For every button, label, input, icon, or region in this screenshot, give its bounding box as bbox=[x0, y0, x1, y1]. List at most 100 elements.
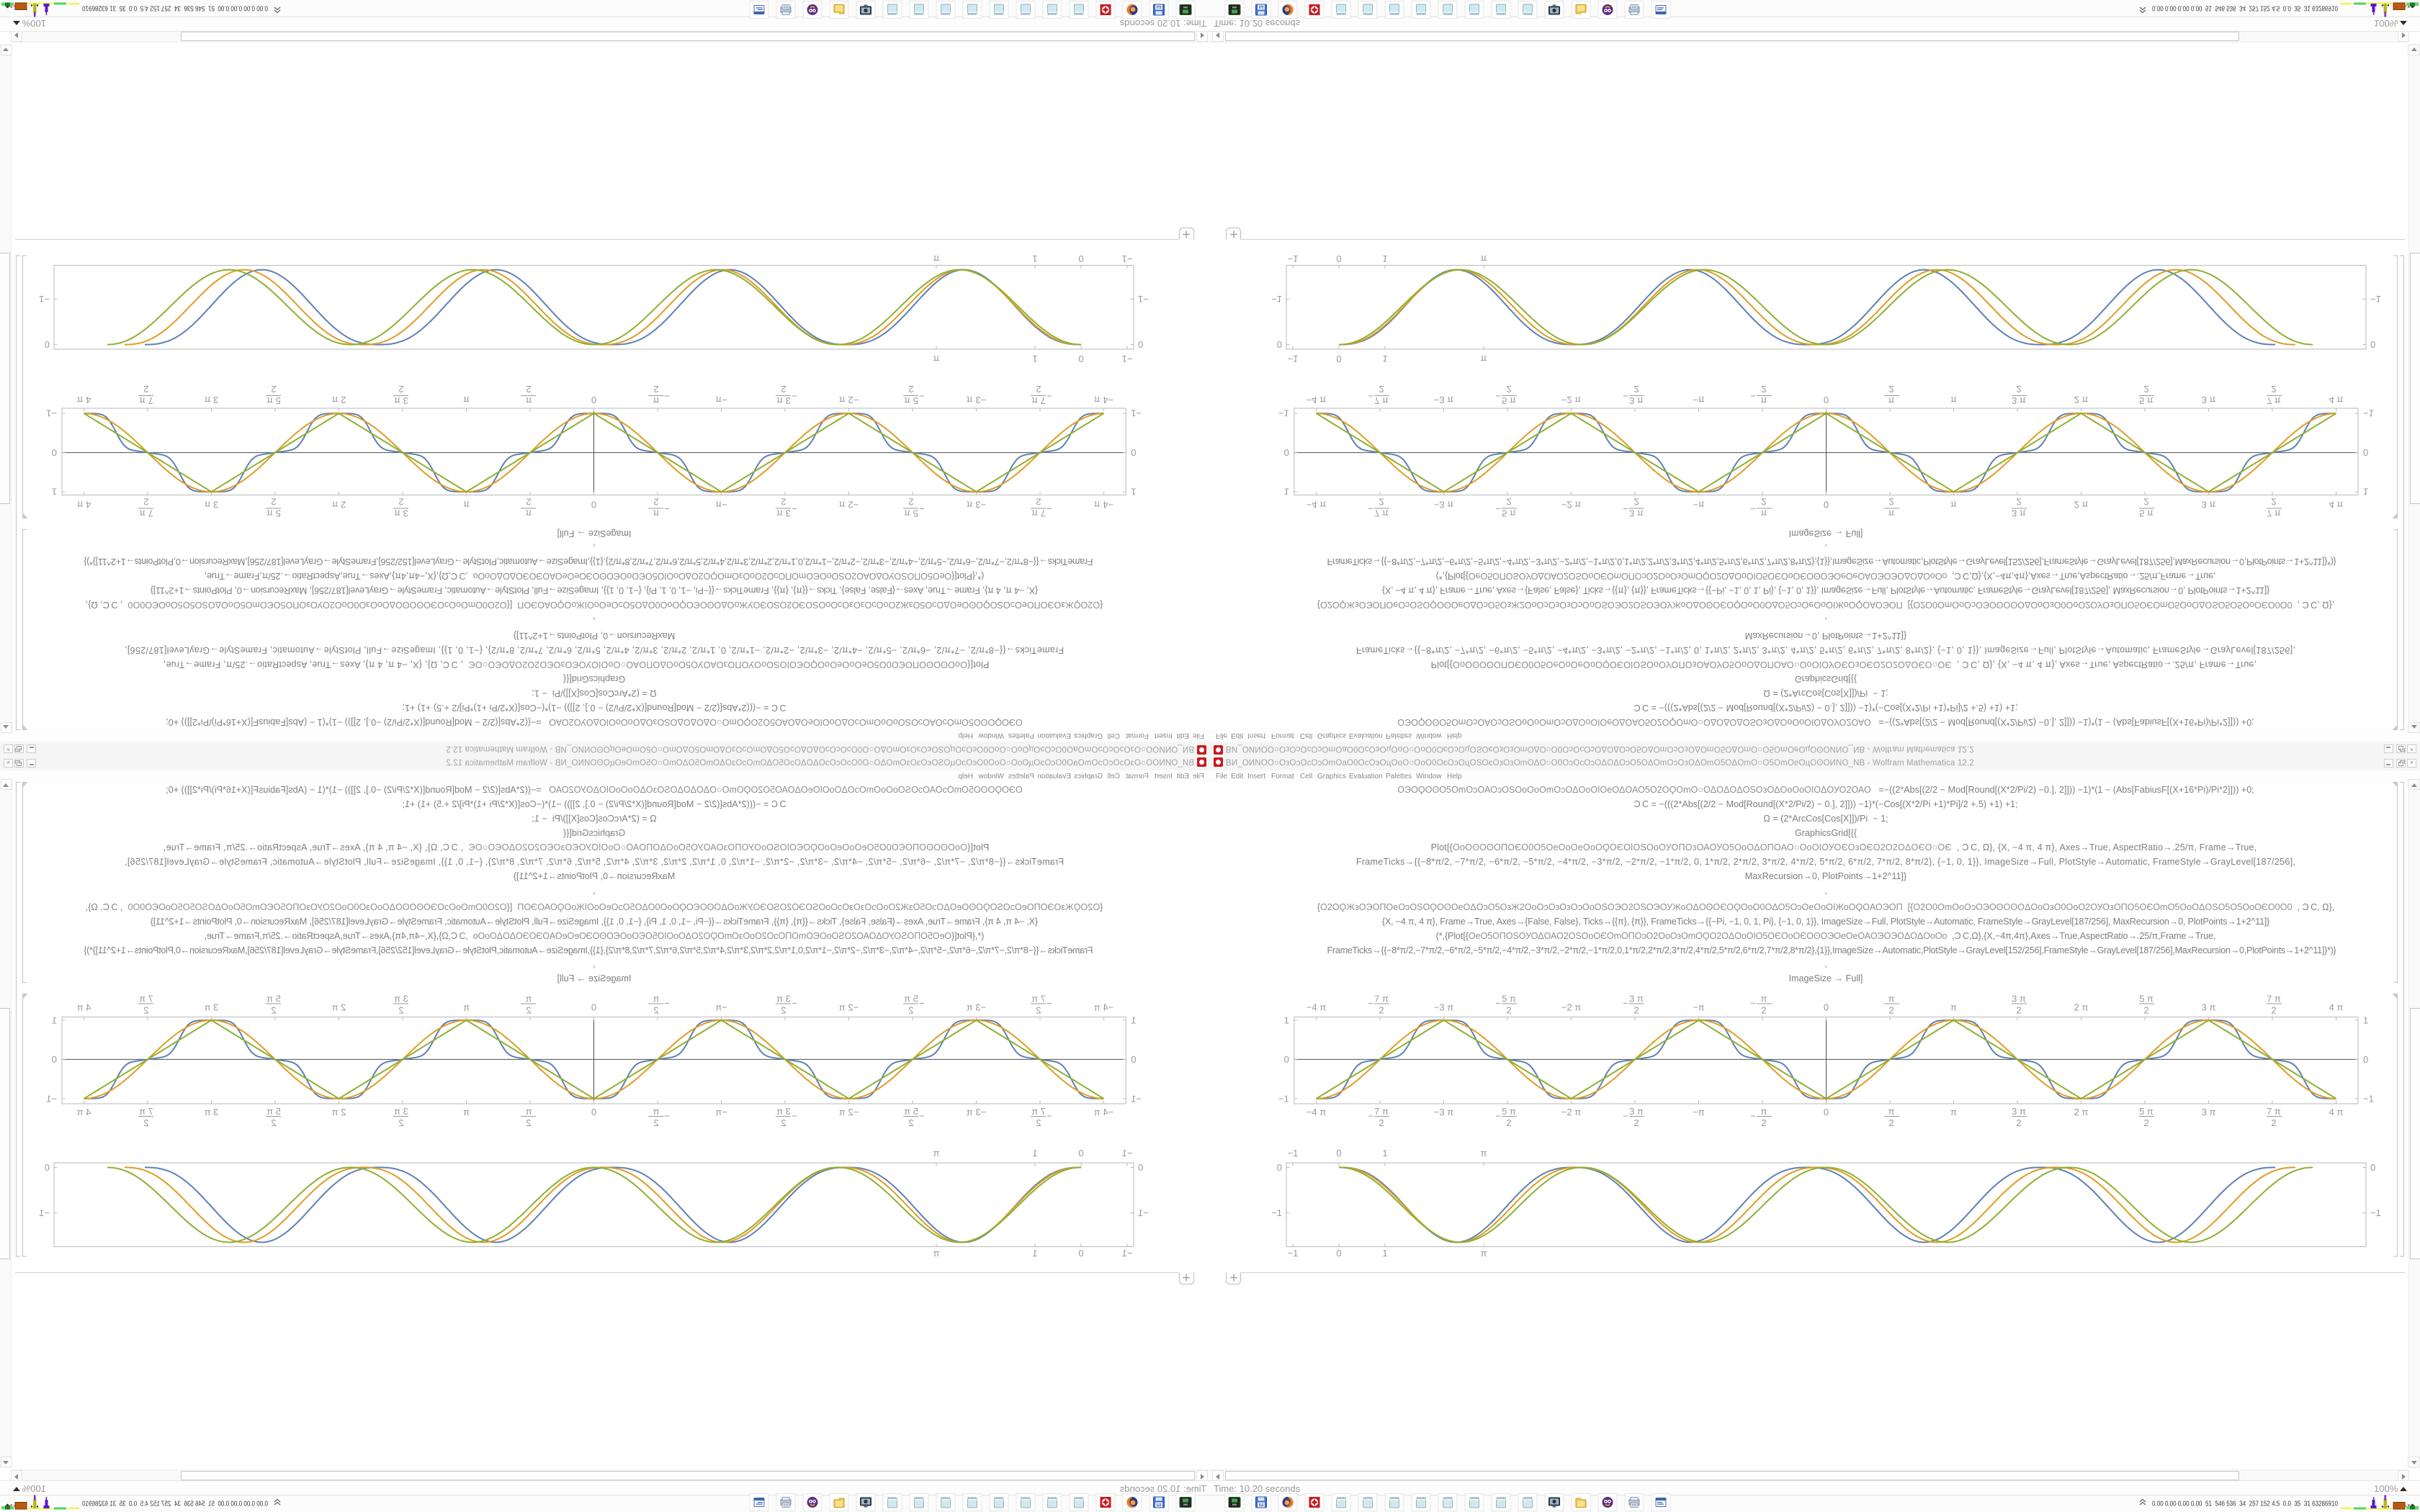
svg-text:π: π bbox=[1950, 1002, 1957, 1013]
svg-text:2: 2 bbox=[1761, 1005, 1766, 1016]
svg-text:−3 π: −3 π bbox=[1434, 1002, 1453, 1013]
svg-text:5 π: 5 π bbox=[2139, 1106, 2154, 1117]
svg-text:−2 π: −2 π bbox=[839, 395, 859, 405]
svg-text:π: π bbox=[933, 1148, 939, 1158]
svg-text:2 π: 2 π bbox=[2074, 1107, 2089, 1117]
svg-text:0: 0 bbox=[1131, 1054, 1136, 1065]
svg-text:2: 2 bbox=[526, 1117, 531, 1128]
svg-text:0: 0 bbox=[1138, 339, 1143, 350]
svg-text:−: − bbox=[792, 998, 797, 1009]
svg-text:2: 2 bbox=[398, 1005, 403, 1016]
svg-text:64: 64 bbox=[1156, 4, 1161, 9]
svg-text:−: − bbox=[1623, 1111, 1628, 1122]
svg-text:0: 0 bbox=[591, 395, 596, 405]
svg-text:−1: −1 bbox=[1288, 1248, 1299, 1259]
svg-text:0.00 0.00 0.00 0.00 51 546 5: 0.00 0.00 0.00 0.00 51 546 536 34 257 15… bbox=[2152, 1500, 2338, 1508]
svg-text:1: 1 bbox=[1032, 253, 1037, 264]
svg-text:π: π bbox=[1950, 500, 1957, 510]
svg-text:−4 π: −4 π bbox=[1307, 395, 1326, 405]
svg-text:2: 2 bbox=[2271, 1117, 2276, 1128]
svg-text:−: − bbox=[919, 998, 925, 1009]
svg-text:5 π: 5 π bbox=[2139, 395, 2154, 406]
svg-text:1: 1 bbox=[52, 1014, 57, 1025]
svg-text:π: π bbox=[653, 994, 659, 1004]
svg-text:−1: −1 bbox=[2363, 408, 2374, 419]
svg-text:−4 π: −4 π bbox=[1094, 500, 1113, 510]
svg-text:5 π: 5 π bbox=[266, 395, 281, 406]
svg-text:2: 2 bbox=[1761, 497, 1766, 508]
svg-text:2: 2 bbox=[1888, 497, 1894, 508]
svg-text:2: 2 bbox=[1036, 497, 1041, 508]
svg-text:2: 2 bbox=[1634, 384, 1639, 395]
svg-text:0: 0 bbox=[591, 1002, 596, 1013]
svg-text:1: 1 bbox=[1284, 1014, 1289, 1025]
svg-text:−: − bbox=[1623, 998, 1628, 1009]
svg-text:−3 π: −3 π bbox=[1434, 1107, 1453, 1117]
svg-text:π: π bbox=[653, 395, 659, 406]
svg-text:−3 π: −3 π bbox=[967, 395, 986, 405]
svg-text:2: 2 bbox=[2016, 497, 2021, 508]
svg-text:0: 0 bbox=[1336, 354, 1341, 364]
svg-text:−π: −π bbox=[1693, 1002, 1705, 1013]
svg-text:−1: −1 bbox=[1131, 408, 1142, 419]
svg-text:−: − bbox=[792, 391, 797, 402]
svg-text:−: − bbox=[919, 503, 925, 514]
svg-text:0: 0 bbox=[1078, 253, 1083, 264]
svg-text:5 π: 5 π bbox=[904, 508, 918, 519]
svg-text:π: π bbox=[1888, 1106, 1895, 1117]
svg-text:2: 2 bbox=[2271, 497, 2276, 508]
svg-text:−: − bbox=[1047, 503, 1052, 514]
svg-text:64: 64 bbox=[1156, 1504, 1161, 1508]
svg-text:−: − bbox=[1047, 998, 1052, 1009]
svg-text:4 π: 4 π bbox=[77, 395, 91, 405]
svg-text:2: 2 bbox=[781, 384, 786, 395]
svg-text:π: π bbox=[1761, 508, 1767, 519]
svg-text:7 π: 7 π bbox=[139, 508, 153, 519]
svg-text:0: 0 bbox=[591, 1107, 596, 1117]
svg-text:3 π: 3 π bbox=[776, 508, 791, 519]
svg-text:0: 0 bbox=[1277, 339, 1282, 350]
svg-text:2: 2 bbox=[2143, 1005, 2148, 1016]
svg-text:1: 1 bbox=[1382, 354, 1387, 364]
svg-text:2: 2 bbox=[1506, 384, 1511, 395]
svg-text:0: 0 bbox=[1078, 354, 1083, 364]
svg-text:−1: −1 bbox=[1122, 354, 1133, 364]
svg-text:0.00 0.00 0.00 0.00 51 546 5: 0.00 0.00 0.00 0.00 51 546 536 34 257 15… bbox=[82, 1500, 268, 1508]
svg-text:2: 2 bbox=[143, 1117, 148, 1128]
svg-text:2: 2 bbox=[398, 1117, 403, 1128]
svg-text:π: π bbox=[525, 994, 532, 1004]
svg-text:3 π: 3 π bbox=[776, 994, 791, 1004]
svg-text:3 π: 3 π bbox=[1629, 508, 1644, 519]
svg-text:−3 π: −3 π bbox=[1434, 395, 1453, 405]
svg-text:−2 π: −2 π bbox=[1561, 1002, 1581, 1013]
svg-text:2 π: 2 π bbox=[2074, 395, 2089, 405]
svg-text:−: − bbox=[919, 391, 925, 402]
svg-text:2: 2 bbox=[2016, 1117, 2021, 1128]
svg-text:−π: −π bbox=[715, 500, 727, 510]
svg-text:3 π: 3 π bbox=[2202, 1002, 2216, 1013]
svg-text:2: 2 bbox=[1379, 1117, 1384, 1128]
svg-text:π: π bbox=[933, 1248, 939, 1259]
svg-text:2: 2 bbox=[2016, 1005, 2021, 1016]
svg-text:−1: −1 bbox=[1122, 1148, 1133, 1158]
svg-text:2: 2 bbox=[1506, 497, 1511, 508]
svg-text:4 π: 4 π bbox=[77, 1002, 91, 1013]
svg-text:−4 π: −4 π bbox=[1307, 500, 1326, 510]
svg-text:3 π: 3 π bbox=[2202, 500, 2216, 510]
svg-text:2: 2 bbox=[1888, 384, 1894, 395]
svg-text:−π: −π bbox=[715, 1002, 727, 1013]
svg-text:−π: −π bbox=[715, 1107, 727, 1117]
svg-text:−: − bbox=[1750, 503, 1756, 514]
svg-text:0: 0 bbox=[1284, 1054, 1289, 1065]
svg-text:2: 2 bbox=[1761, 384, 1766, 395]
svg-text:−1: −1 bbox=[1122, 1248, 1133, 1259]
svg-text:2: 2 bbox=[271, 497, 276, 508]
svg-text:−1: −1 bbox=[2370, 294, 2381, 305]
svg-text:0: 0 bbox=[2370, 339, 2375, 350]
svg-text:−1: −1 bbox=[1138, 1207, 1149, 1218]
svg-text:π: π bbox=[525, 395, 532, 406]
svg-text:2: 2 bbox=[1634, 497, 1639, 508]
svg-text:π: π bbox=[463, 1107, 470, 1117]
svg-text:2: 2 bbox=[781, 497, 786, 508]
svg-text:7 π: 7 π bbox=[1374, 994, 1389, 1004]
